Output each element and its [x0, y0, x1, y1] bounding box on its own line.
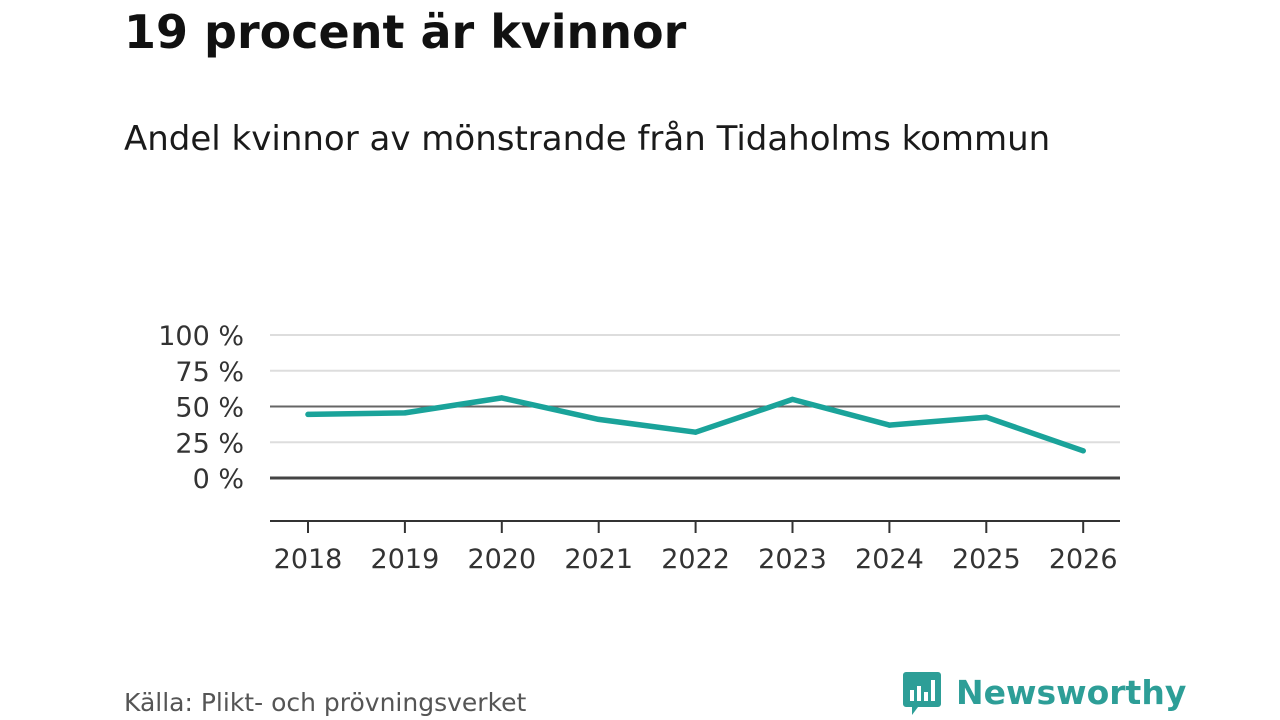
logo-bar-3 — [924, 692, 928, 701]
source-note: Källa: Plikt- och prövningsverket — [124, 688, 527, 717]
x-tick-label: 2026 — [1049, 544, 1118, 575]
gridlines — [270, 334, 1120, 480]
data-point-2026 — [1080, 448, 1086, 454]
data-point-2020 — [499, 395, 505, 401]
logo-bar-2 — [917, 686, 921, 701]
chart-subtitle: Andel kvinnor av mönstrande från Tidahol… — [124, 119, 1051, 159]
x-tick-label: 2024 — [855, 544, 924, 575]
data-point-2023 — [789, 396, 796, 402]
logo-bubble-shape — [903, 672, 941, 715]
data-point-2024 — [886, 422, 893, 428]
x-tick-label: 2021 — [564, 544, 633, 575]
x-tick-label: 2018 — [274, 544, 343, 575]
data-point-2025 — [983, 414, 989, 420]
y-tick-label: 25 % — [175, 428, 244, 459]
data-point-2022 — [693, 429, 699, 435]
logo-bar-4 — [931, 680, 935, 701]
logo-bar-1 — [910, 690, 914, 701]
data-point-2018 — [305, 411, 311, 417]
data-point-2021 — [596, 416, 602, 422]
x-tick-label: 2023 — [758, 544, 827, 575]
y-tick-label: 75 % — [175, 357, 244, 388]
brand-name: Newsworthy — [956, 673, 1187, 712]
brand: Newsworthy — [902, 670, 1186, 716]
bar-chart-speech-bubble-icon — [903, 672, 941, 715]
y-tick-label: 0 % — [193, 464, 244, 495]
y-axis-ticks: 0 % 25 % 50 % 75 % 100 % — [158, 321, 244, 495]
x-tick-label: 2019 — [371, 544, 440, 575]
y-tick-label: 100 % — [158, 321, 244, 352]
data-point-2019 — [402, 410, 408, 416]
headline: 19 procent är kvinnor — [124, 5, 687, 59]
x-axis: 2018 2019 2020 2021 2022 2023 2024 2025 2026 — [270, 520, 1120, 575]
x-tick-label: 2020 — [467, 544, 536, 575]
x-tick-label: 2022 — [661, 544, 730, 575]
x-tick-label: 2025 — [952, 544, 1021, 575]
series-layer — [305, 395, 1086, 454]
y-tick-label: 50 % — [175, 393, 244, 424]
